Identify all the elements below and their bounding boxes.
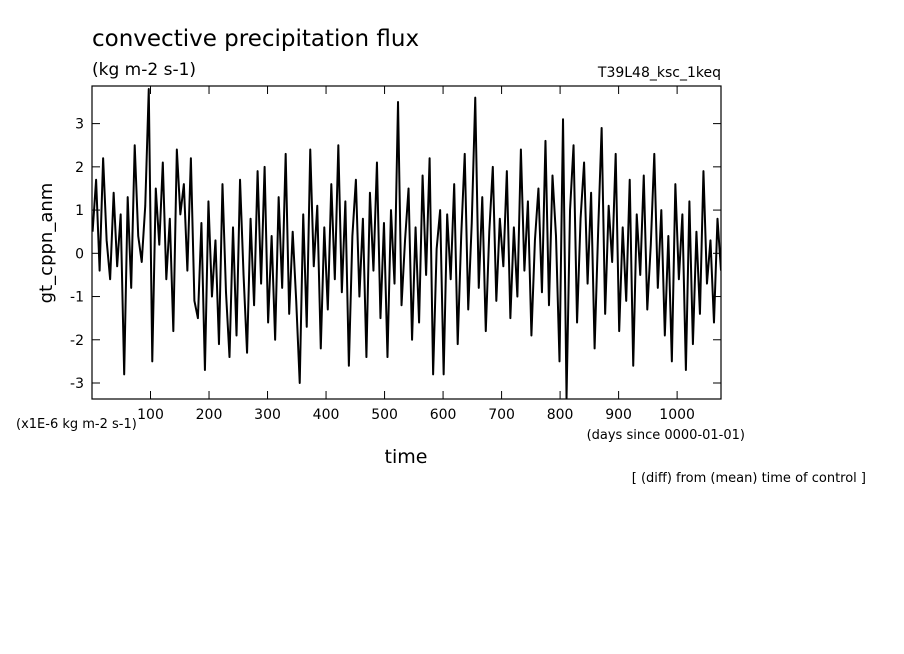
x-tick-label: 800 bbox=[547, 407, 574, 423]
y-tick-label: -2 bbox=[70, 333, 84, 349]
chart-title: convective precipitation flux bbox=[92, 26, 419, 52]
x-tick-label: 600 bbox=[430, 407, 457, 423]
x-tick-label: 100 bbox=[137, 407, 164, 423]
x-unit-note: (days since 0000-01-01) bbox=[587, 428, 745, 443]
y-axis-label: gt_cppn_anm bbox=[36, 183, 57, 304]
x-tick-label: 500 bbox=[371, 407, 398, 423]
x-tick-label: 1000 bbox=[659, 407, 695, 423]
y-tick-label: 0 bbox=[75, 246, 84, 262]
x-tick-label: 400 bbox=[313, 407, 340, 423]
run-label: T39L48_ksc_1keq bbox=[597, 65, 721, 81]
chart-subtitle: (kg m-2 s-1) bbox=[92, 60, 196, 80]
x-tick-label: 200 bbox=[196, 407, 223, 423]
y-tick-label: -3 bbox=[70, 376, 84, 392]
data-line bbox=[92, 88, 721, 399]
y-unit-note: (x1E-6 kg m-2 s-1) bbox=[16, 417, 137, 432]
y-tick-label: 3 bbox=[75, 117, 84, 133]
x-tick-label: 300 bbox=[254, 407, 281, 423]
y-tick-label: 1 bbox=[75, 203, 84, 219]
plot-frame bbox=[91, 85, 722, 400]
x-tick-label: 700 bbox=[488, 407, 515, 423]
y-tick-label: 2 bbox=[75, 160, 84, 176]
x-tick-label: 900 bbox=[605, 407, 632, 423]
footnote: [ (diff) from (mean) time of control ] bbox=[632, 471, 866, 486]
x-axis-label: time bbox=[385, 446, 428, 468]
y-tick-label: -1 bbox=[70, 290, 84, 306]
